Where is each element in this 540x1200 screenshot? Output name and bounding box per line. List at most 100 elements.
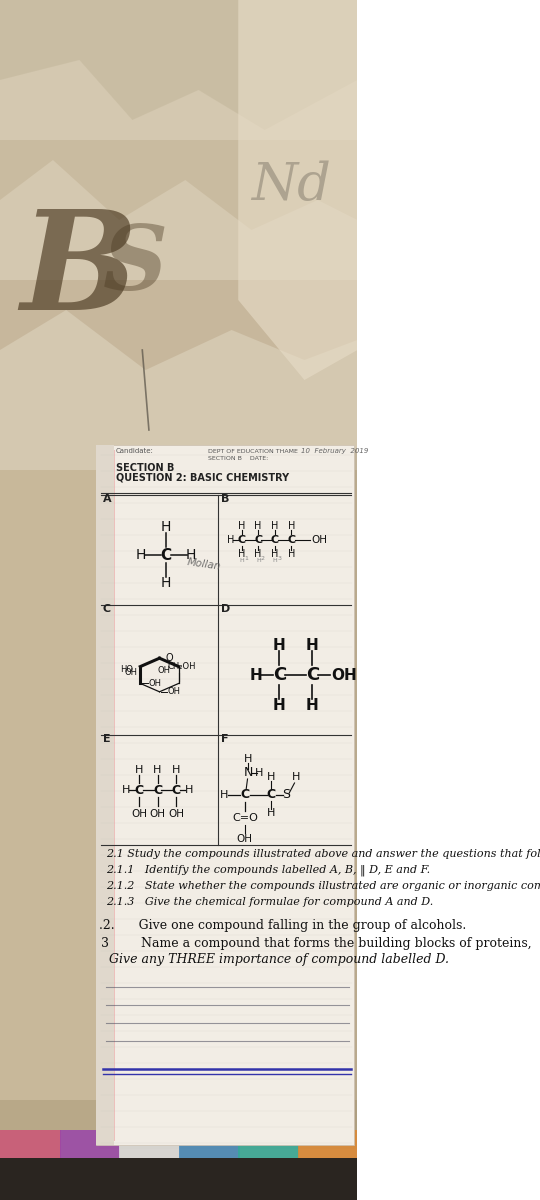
Text: N: N [244,767,253,780]
Polygon shape [0,0,357,130]
Text: B: B [20,205,137,338]
Text: H: H [287,521,295,530]
Bar [119,1130,180,1175]
Text: OH: OH [168,809,184,818]
Text: D: D [221,604,230,614]
Bar [298,1130,359,1175]
Text: HO: HO [120,666,133,674]
Bar [0,1130,61,1175]
Text: H: H [267,772,275,782]
Text: C: C [271,535,279,545]
Text: S: S [282,788,290,802]
Text: H: H [244,754,252,764]
Polygon shape [238,0,357,380]
Text: H: H [267,808,275,818]
Text: C: C [238,535,246,545]
Text: H: H [256,558,261,563]
Text: 3: 3 [278,556,281,560]
Text: Nd: Nd [252,160,332,211]
Text: OH: OH [148,679,161,688]
Text: C: C [287,535,295,545]
Text: H: H [273,697,286,713]
Text: C=O: C=O [232,814,258,823]
Text: H: H [292,772,301,782]
Text: OH: OH [167,688,180,696]
Text: H: H [254,550,262,559]
Bar [59,1130,120,1175]
Text: H: H [185,785,193,794]
Bar [238,1130,299,1175]
Text: CH₂OH: CH₂OH [168,662,197,671]
Text: H: H [249,667,262,683]
Text: A: A [103,494,111,504]
Polygon shape [0,140,357,230]
Text: OH: OH [131,809,147,818]
Text: Candidate:: Candidate: [116,448,154,454]
Text: H: H [273,637,286,653]
Text: C: C [240,788,249,802]
Text: OH: OH [311,535,327,545]
Text: 3        Name a compound that forms the building blocks of proteins,: 3 Name a compound that forms the buildin… [100,937,531,950]
Text: DEPT OF EDUCATION THAME: DEPT OF EDUCATION THAME [208,449,298,454]
Text: C: C [134,784,144,797]
Text: H: H [161,520,171,534]
Bar [0,1158,357,1200]
Text: H: H [240,558,244,563]
Bar [96,445,354,1145]
Text: OH: OH [237,834,253,844]
Bar [96,445,114,1145]
Text: 2.1.1   Identify the compounds labelled A, B, ‖ D, E and F.: 2.1.1 Identify the compounds labelled A,… [106,865,430,876]
Text: H: H [254,768,263,778]
Text: H: H [122,785,130,794]
Text: OH: OH [158,666,171,676]
Text: H: H [238,521,245,530]
Text: O: O [165,653,173,664]
Text: F: F [221,734,228,744]
Text: SECTION B: SECTION B [116,463,174,473]
Text: H: H [227,535,234,545]
Text: C: C [306,666,319,684]
Text: C: C [273,666,286,684]
Text: H: H [271,521,278,530]
Text: H: H [219,790,228,800]
Polygon shape [0,280,357,370]
Text: OH: OH [125,667,138,677]
Text: C: C [254,535,262,545]
Text: H: H [273,558,278,563]
Text: H: H [186,548,197,562]
Text: 2: 2 [261,556,265,560]
Text: Give any THREE importance of compound labelled D.: Give any THREE importance of compound la… [109,953,449,966]
Text: C: C [172,784,180,797]
Text: Mollan: Mollan [186,557,221,572]
Text: H: H [135,766,143,775]
Text: 2.1.3   Give the chemical formulae for compound A and D.: 2.1.3 Give the chemical formulae for com… [106,898,433,907]
Text: SECTION B    DATE:: SECTION B DATE: [208,456,269,461]
Text: H: H [172,766,180,775]
Text: H: H [161,576,171,590]
Text: H: H [153,766,161,775]
Text: C: C [267,788,276,802]
Bar [0,0,357,470]
Text: H: H [306,637,319,653]
Text: B: B [221,494,230,504]
Text: QUESTION 2: BASIC CHEMISTRY: QUESTION 2: BASIC CHEMISTRY [116,473,289,482]
Text: H: H [136,548,146,562]
Text: H: H [306,697,319,713]
Text: H: H [271,550,278,559]
Text: H: H [238,550,245,559]
Text: H: H [287,550,295,559]
Text: C: C [103,604,111,614]
Text: S: S [103,222,168,308]
Text: OH: OH [150,809,165,818]
Bar [99,449,357,1150]
Text: 2.1 Study the compounds illustrated above and answer the questions that follow:: 2.1 Study the compounds illustrated abov… [106,850,540,859]
Text: 2.1.2   State whether the compounds illustrated are organic or inorganic compoun: 2.1.2 State whether the compounds illust… [106,881,540,890]
Text: .2.      Give one compound falling in the group of alcohols.: .2. Give one compound falling in the gro… [99,919,467,932]
Text: H: H [254,521,262,530]
Bar [0,1100,357,1200]
Text: 10  February  2019: 10 February 2019 [301,448,368,454]
Text: C: C [160,547,172,563]
Text: E: E [103,734,110,744]
Text: OH: OH [331,667,356,683]
Bar [179,1130,240,1175]
